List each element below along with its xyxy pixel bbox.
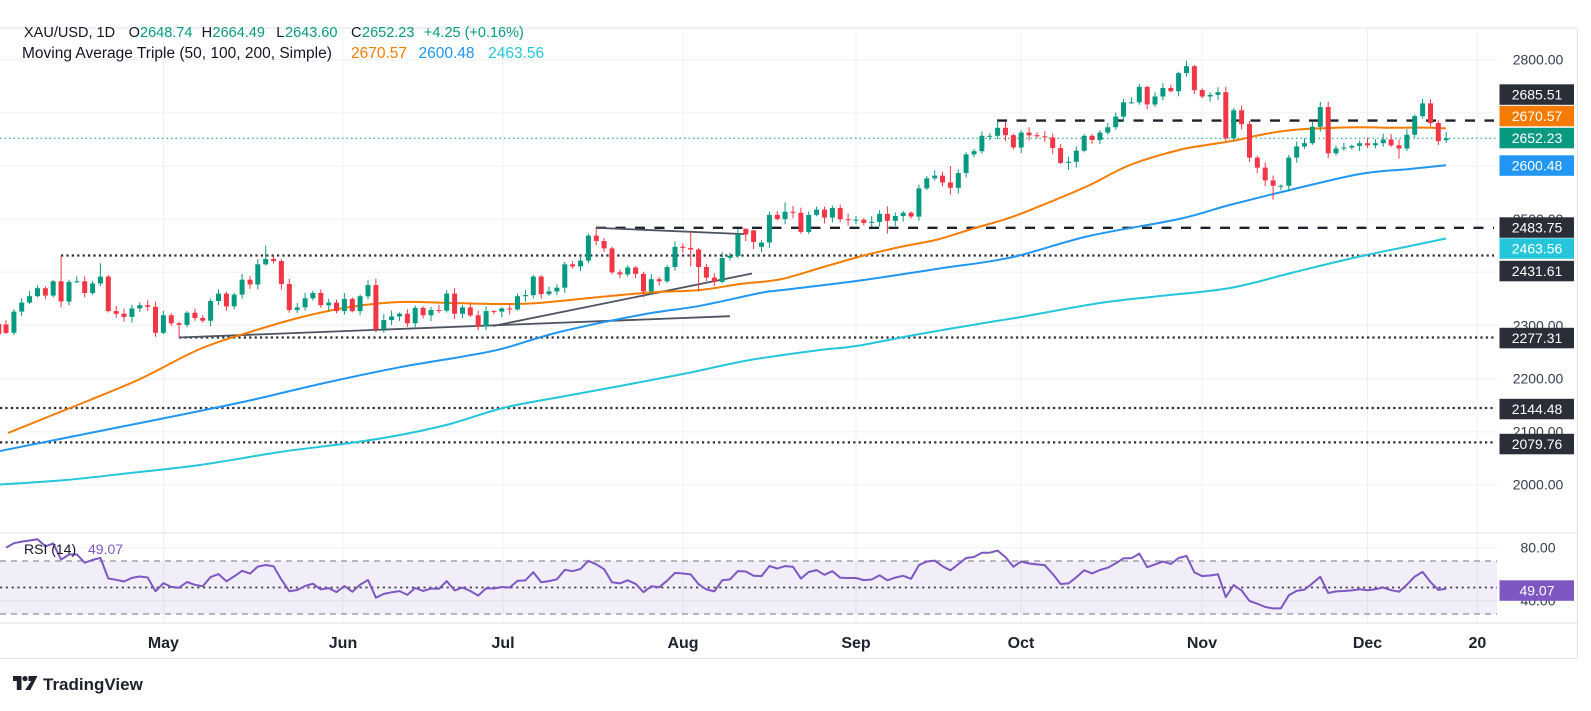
svg-text:2079.76: 2079.76 [1512, 436, 1563, 452]
svg-text:2670.57: 2670.57 [351, 45, 407, 62]
svg-text:2483.75: 2483.75 [1512, 220, 1563, 236]
svg-text:2648.74: 2648.74 [140, 25, 192, 41]
svg-text:49.07: 49.07 [1519, 583, 1554, 599]
svg-text:2600.48: 2600.48 [1512, 158, 1563, 174]
svg-text:2652.23: 2652.23 [362, 25, 414, 41]
svg-text:Sep: Sep [841, 635, 871, 652]
svg-text:Aug: Aug [667, 635, 698, 652]
svg-text:49.07: 49.07 [88, 541, 123, 557]
svg-text:L: L [276, 25, 284, 41]
svg-text:Oct: Oct [1008, 635, 1035, 652]
svg-text:2463.56: 2463.56 [1512, 241, 1563, 257]
svg-text:H: H [202, 25, 212, 41]
svg-text:2643.60: 2643.60 [285, 25, 337, 41]
svg-text:2685.51: 2685.51 [1512, 87, 1563, 103]
svg-text:2652.23: 2652.23 [1512, 130, 1563, 146]
svg-text:+4.25 (+0.16%): +4.25 (+0.16%) [424, 25, 524, 41]
svg-text:Dec: Dec [1353, 635, 1382, 652]
svg-text:TradingView: TradingView [43, 675, 144, 694]
svg-text:2000.00: 2000.00 [1513, 477, 1564, 493]
svg-text:May: May [148, 635, 179, 652]
svg-text:2800.00: 2800.00 [1513, 52, 1564, 68]
svg-text:Moving Average Triple (50, 100: Moving Average Triple (50, 100, 200, Sim… [22, 45, 332, 62]
svg-text:O: O [129, 25, 140, 41]
svg-text:2277.31: 2277.31 [1512, 330, 1563, 346]
svg-text:XAU/USD, 1D: XAU/USD, 1D [24, 25, 115, 41]
svg-text:2144.48: 2144.48 [1512, 401, 1563, 417]
svg-text:2463.56: 2463.56 [488, 45, 544, 62]
svg-text:2670.57: 2670.57 [1512, 108, 1563, 124]
svg-text:2664.49: 2664.49 [213, 25, 265, 41]
svg-text:20: 20 [1469, 635, 1487, 652]
svg-text:Jun: Jun [329, 635, 357, 652]
svg-text:80.00: 80.00 [1520, 540, 1555, 556]
svg-text:2431.61: 2431.61 [1512, 263, 1563, 279]
svg-text:2600.48: 2600.48 [419, 45, 475, 62]
svg-text:RSI (14): RSI (14) [24, 541, 76, 557]
svg-text:Nov: Nov [1187, 635, 1217, 652]
svg-text:Jul: Jul [491, 635, 514, 652]
svg-text:2200.00: 2200.00 [1513, 370, 1564, 386]
svg-text:C: C [351, 25, 361, 41]
